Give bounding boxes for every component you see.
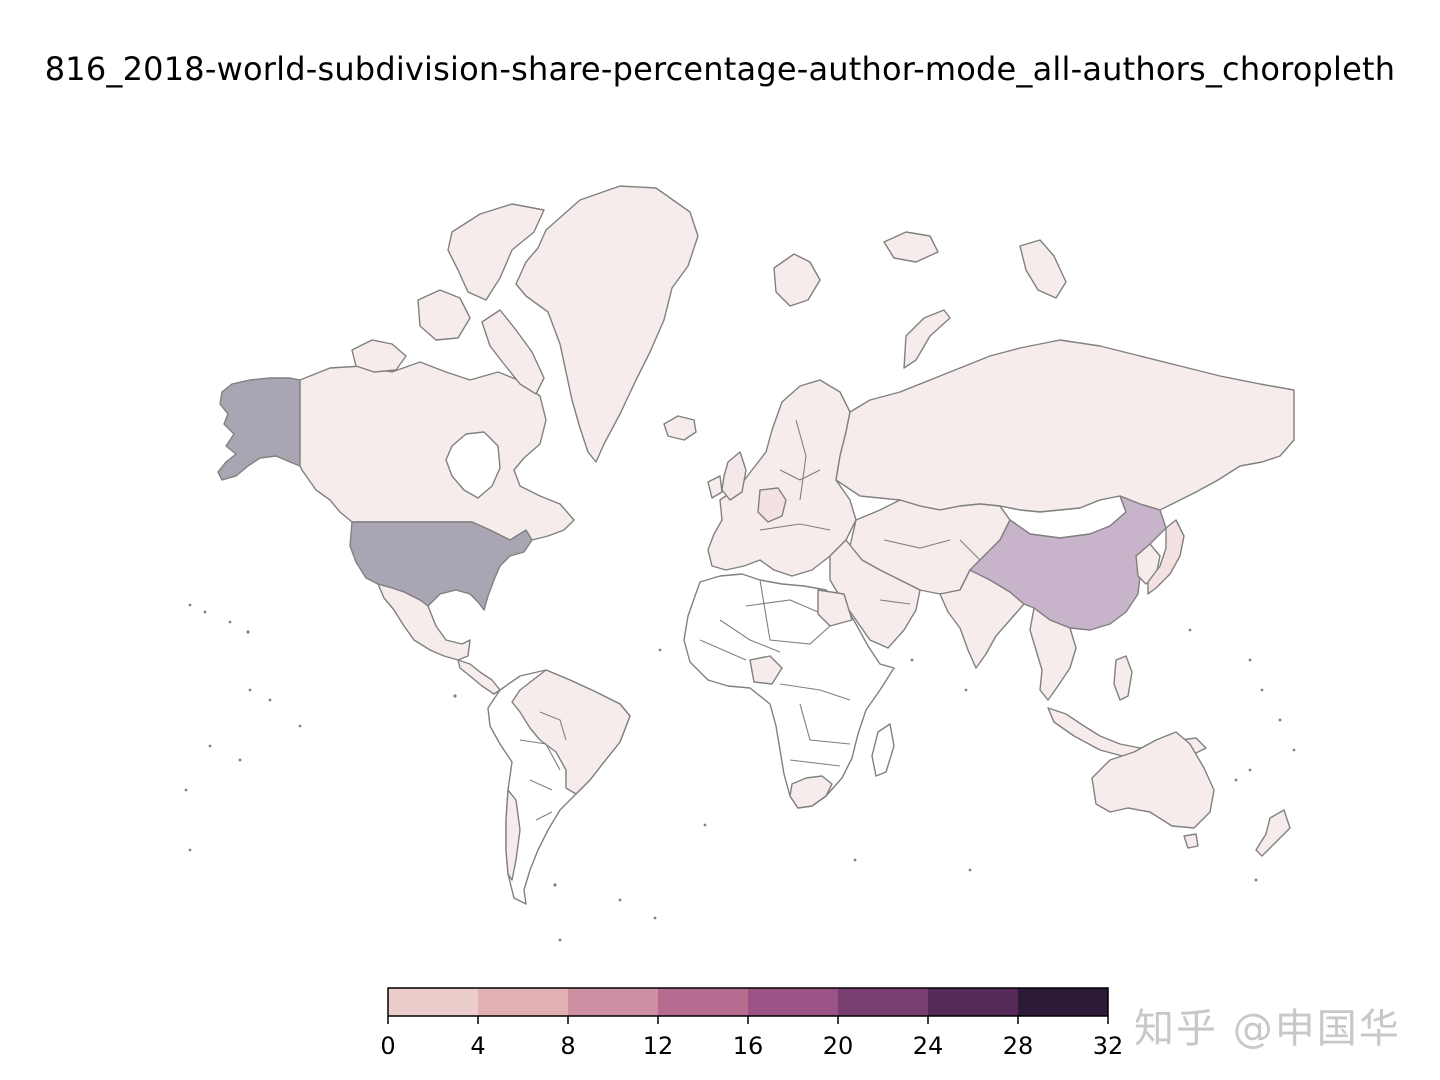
colorbar-tick-label: 28 — [1003, 1032, 1034, 1060]
region-chile-argentina — [505, 789, 521, 881]
region-japan — [1147, 519, 1185, 595]
colorbar-bin-1 — [478, 988, 568, 1016]
region-iceland — [663, 415, 697, 441]
region-australia — [1091, 731, 1215, 829]
region-canada-arctic-islands-2 — [417, 289, 471, 341]
region-ellesmere — [447, 203, 545, 301]
region-philippines — [1113, 655, 1133, 701]
region-greenland — [515, 185, 699, 463]
colorbar-tick-label: 12 — [643, 1032, 674, 1060]
region-egypt — [817, 589, 853, 627]
colorbar-bin-3 — [658, 988, 748, 1016]
colorbar-tick-label: 16 — [733, 1032, 764, 1060]
region-ireland — [707, 475, 723, 499]
colorbar-bin-5 — [838, 988, 928, 1016]
colorbar-bin-0 — [388, 988, 478, 1016]
region-africa — [683, 573, 895, 809]
region-united-kingdom — [721, 451, 747, 501]
region-mexico — [377, 583, 471, 661]
region-south-africa — [789, 775, 833, 809]
region-new-zealand — [1255, 809, 1291, 857]
colorbar-bin-4 — [748, 988, 838, 1016]
region-alaska — [217, 377, 301, 481]
colorbar-tick-label: 24 — [913, 1032, 944, 1060]
colorbar-tick-label: 4 — [470, 1032, 485, 1060]
region-europe — [707, 379, 857, 577]
region-madagascar — [871, 723, 895, 777]
colorbar-tick-label: 8 — [560, 1032, 575, 1060]
region-tasmania — [1183, 833, 1199, 849]
watermark-text: 知乎 @申国华 — [1134, 1006, 1401, 1052]
colorbar-bin-6 — [928, 988, 1018, 1016]
colorbar-bin-2 — [568, 988, 658, 1016]
region-franz-josef — [883, 231, 939, 263]
region-central-america — [457, 659, 501, 695]
region-severnaya-zemlya — [1019, 239, 1067, 299]
region-baffin — [481, 309, 545, 395]
colorbar-bin-7 — [1018, 988, 1108, 1016]
region-germany — [757, 487, 787, 523]
region-nigeria — [749, 655, 783, 685]
region-svalbard — [773, 253, 821, 307]
colorbar-tick-label: 32 — [1093, 1032, 1124, 1060]
region-novaya-zemlya — [903, 309, 951, 369]
colorbar-tick-label: 20 — [823, 1032, 854, 1060]
region-southeast-asia — [1029, 607, 1077, 701]
hudson-bay — [445, 431, 501, 499]
colorbar-tick-label: 0 — [380, 1032, 395, 1060]
region-canada-arctic-islands — [351, 339, 407, 373]
chart-title: 816_2018-world-subdivision-share-percent… — [44, 50, 1396, 88]
region-brazil — [511, 669, 631, 795]
region-canada — [299, 361, 575, 541]
